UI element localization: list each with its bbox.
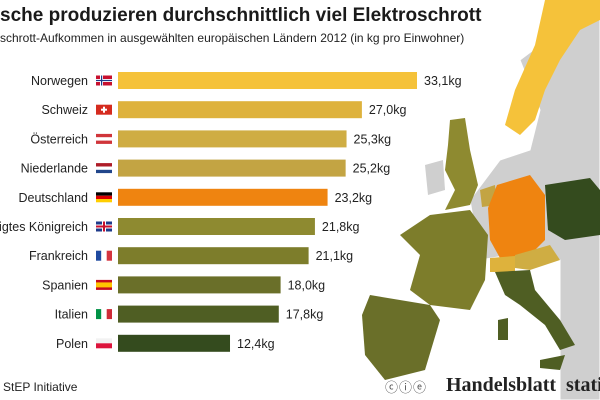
category-label: Spanien — [42, 278, 88, 292]
bar-3 — [118, 159, 346, 177]
germany-flag-icon — [96, 192, 112, 203]
value-label: 12,4kg — [237, 337, 275, 351]
bar-1 — [118, 101, 362, 119]
uk-flag-icon — [96, 221, 112, 232]
chart-title: sche produzieren durchschnittlich viel E… — [0, 5, 482, 26]
france-flag-icon — [96, 250, 112, 261]
category-label: Niederlande — [21, 162, 88, 176]
map-switzerland — [490, 256, 515, 272]
value-label: 21,1kg — [316, 249, 354, 263]
category-label: Österreich — [30, 132, 88, 146]
bar-4 — [118, 188, 328, 206]
cc-license-icon: ⓒⓘⓔ — [385, 380, 428, 395]
map-austria — [515, 245, 560, 270]
value-label: 27,0kg — [369, 103, 407, 117]
publisher-logo: Handelsblatt — [446, 374, 557, 396]
category-label: Schweiz — [41, 103, 88, 117]
map-italy — [495, 270, 575, 350]
map-poland — [545, 178, 600, 240]
map-italy-islands — [498, 318, 565, 370]
category-label: Polen — [56, 337, 88, 351]
austria-flag-icon — [96, 133, 112, 144]
brand-logo: stati — [566, 374, 600, 396]
value-label: 17,8kg — [286, 308, 324, 322]
value-label: 21,8kg — [322, 220, 360, 234]
map-germany — [488, 175, 545, 258]
category-label: Frankreich — [29, 249, 88, 263]
value-label: 33,1kg — [424, 74, 462, 88]
bar-6 — [118, 247, 309, 265]
bar-5 — [118, 218, 315, 235]
map-scandinavia-norway — [505, 0, 600, 135]
netherlands-flag-icon — [96, 163, 112, 174]
chart-subtitle: schrott-Aufkommen in ausgewählten europä… — [0, 31, 465, 45]
map-uk — [445, 118, 478, 210]
category-label: Deutschland — [19, 191, 89, 205]
bar-8 — [118, 305, 279, 323]
norway-flag-icon — [96, 75, 112, 86]
category-label: igtes Königreich — [0, 220, 88, 234]
poland-flag-icon — [96, 338, 112, 349]
map-france — [400, 210, 488, 310]
category-label: Italien — [55, 308, 88, 322]
switzerland-flag-icon — [96, 104, 112, 115]
value-label: 18,0kg — [288, 278, 326, 292]
bar-0 — [118, 72, 417, 89]
value-label: 25,3kg — [354, 132, 392, 146]
bar-9 — [118, 334, 231, 352]
map-ireland — [425, 160, 445, 195]
category-label: Norwegen — [31, 74, 88, 88]
value-label: 23,2kg — [335, 191, 373, 205]
bar-2 — [118, 130, 347, 148]
italy-flag-icon — [96, 309, 112, 320]
source-label: StEP Initiative — [3, 380, 78, 394]
map-spain — [362, 295, 440, 380]
value-label: 25,2kg — [353, 162, 391, 176]
spain-flag-icon — [96, 279, 112, 290]
bar-7 — [118, 276, 281, 294]
